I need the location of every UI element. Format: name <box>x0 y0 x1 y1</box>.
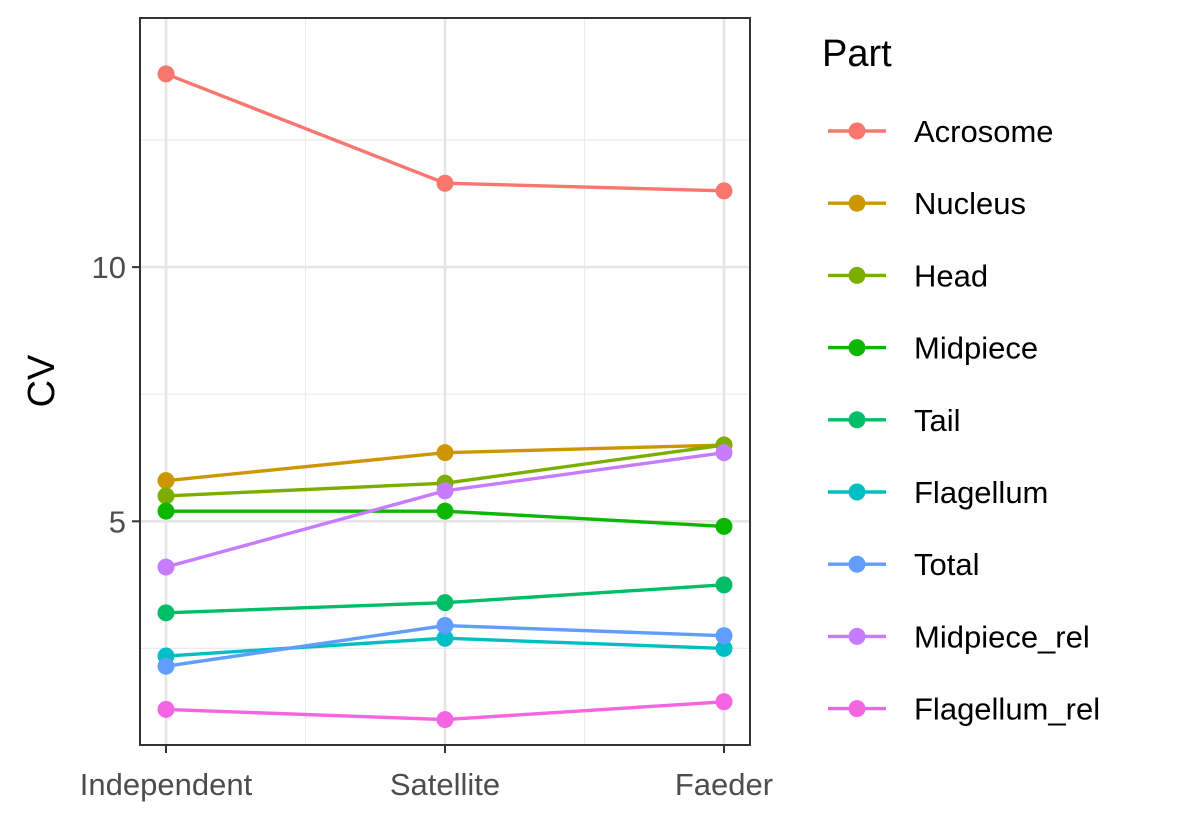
legend-label: Nucleus <box>914 186 1026 221</box>
legend-item-flagellum: Flagellum <box>828 475 1048 510</box>
legend-key-point <box>848 411 866 429</box>
legend-item-total: Total <box>828 547 979 582</box>
legend-label: Flagellum <box>914 475 1048 510</box>
y-axis-title: CV <box>21 354 63 407</box>
data-point-flagellum-rel <box>715 693 733 711</box>
data-point-flagellum <box>715 639 733 657</box>
y-axis: 5 10 <box>92 250 140 539</box>
legend-key-point <box>848 555 866 573</box>
legend-key-point <box>848 483 866 501</box>
legend-label: Tail <box>914 403 961 438</box>
legend-key-point <box>848 266 866 284</box>
legend-item-tail: Tail <box>828 403 961 438</box>
legend-key-point <box>848 194 866 212</box>
x-tick-label: Independent <box>80 767 253 802</box>
data-point-acrosome <box>157 65 175 83</box>
data-point-midpiece <box>157 502 175 520</box>
data-point-tail <box>715 576 733 594</box>
legend: Part Acrosome Nucleus Head Midpiece Tail Flag… <box>822 33 1100 727</box>
x-axis: Independent Satellite Faeder <box>80 745 773 802</box>
legend-item-head: Head <box>828 258 988 293</box>
legend-item-nucleus: Nucleus <box>828 186 1026 221</box>
legend-key-point <box>848 339 866 357</box>
legend-item-flagellum-rel: Flagellum_rel <box>828 692 1100 727</box>
legend-item-acrosome: Acrosome <box>828 114 1054 149</box>
legend-item-midpiece-rel: Midpiece_rel <box>828 619 1090 654</box>
legend-label: Acrosome <box>914 114 1054 149</box>
data-point-midpiece-rel <box>436 482 454 500</box>
x-tick-label: Faeder <box>675 767 773 802</box>
legend-key-point <box>848 627 866 645</box>
legend-label: Head <box>914 258 988 293</box>
legend-key-point <box>848 122 866 140</box>
data-point-midpiece <box>715 517 733 535</box>
data-point-tail <box>157 604 175 622</box>
y-tick-label: 10 <box>92 250 126 285</box>
legend-key-point <box>848 700 866 718</box>
data-point-tail <box>436 594 454 612</box>
data-point-midpiece-rel <box>715 444 733 462</box>
legend-item-midpiece: Midpiece <box>828 331 1038 366</box>
data-point-flagellum-rel <box>157 700 175 718</box>
data-point-head <box>157 487 175 505</box>
legend-label: Midpiece_rel <box>914 619 1090 654</box>
legend-label: Midpiece <box>914 331 1038 366</box>
series-points <box>157 65 733 729</box>
data-point-acrosome <box>436 174 454 192</box>
legend-title: Part <box>822 33 892 75</box>
legend-label: Total <box>914 547 979 582</box>
data-point-flagellum-rel <box>436 711 454 729</box>
data-point-total <box>715 627 733 645</box>
data-point-total <box>436 617 454 635</box>
plot-panel <box>139 17 751 746</box>
data-point-midpiece <box>436 502 454 520</box>
y-tick-label: 5 <box>109 504 126 539</box>
data-point-nucleus <box>436 444 454 462</box>
data-point-flagellum <box>436 629 454 647</box>
legend-label: Flagellum_rel <box>914 692 1100 727</box>
data-point-nucleus <box>157 472 175 490</box>
x-tick-label: Satellite <box>390 767 500 802</box>
legend-items: Acrosome Nucleus Head Midpiece Tail Flagellum… <box>828 114 1100 727</box>
data-point-acrosome <box>715 182 733 200</box>
data-point-total <box>157 657 175 675</box>
data-point-midpiece-rel <box>157 558 175 576</box>
